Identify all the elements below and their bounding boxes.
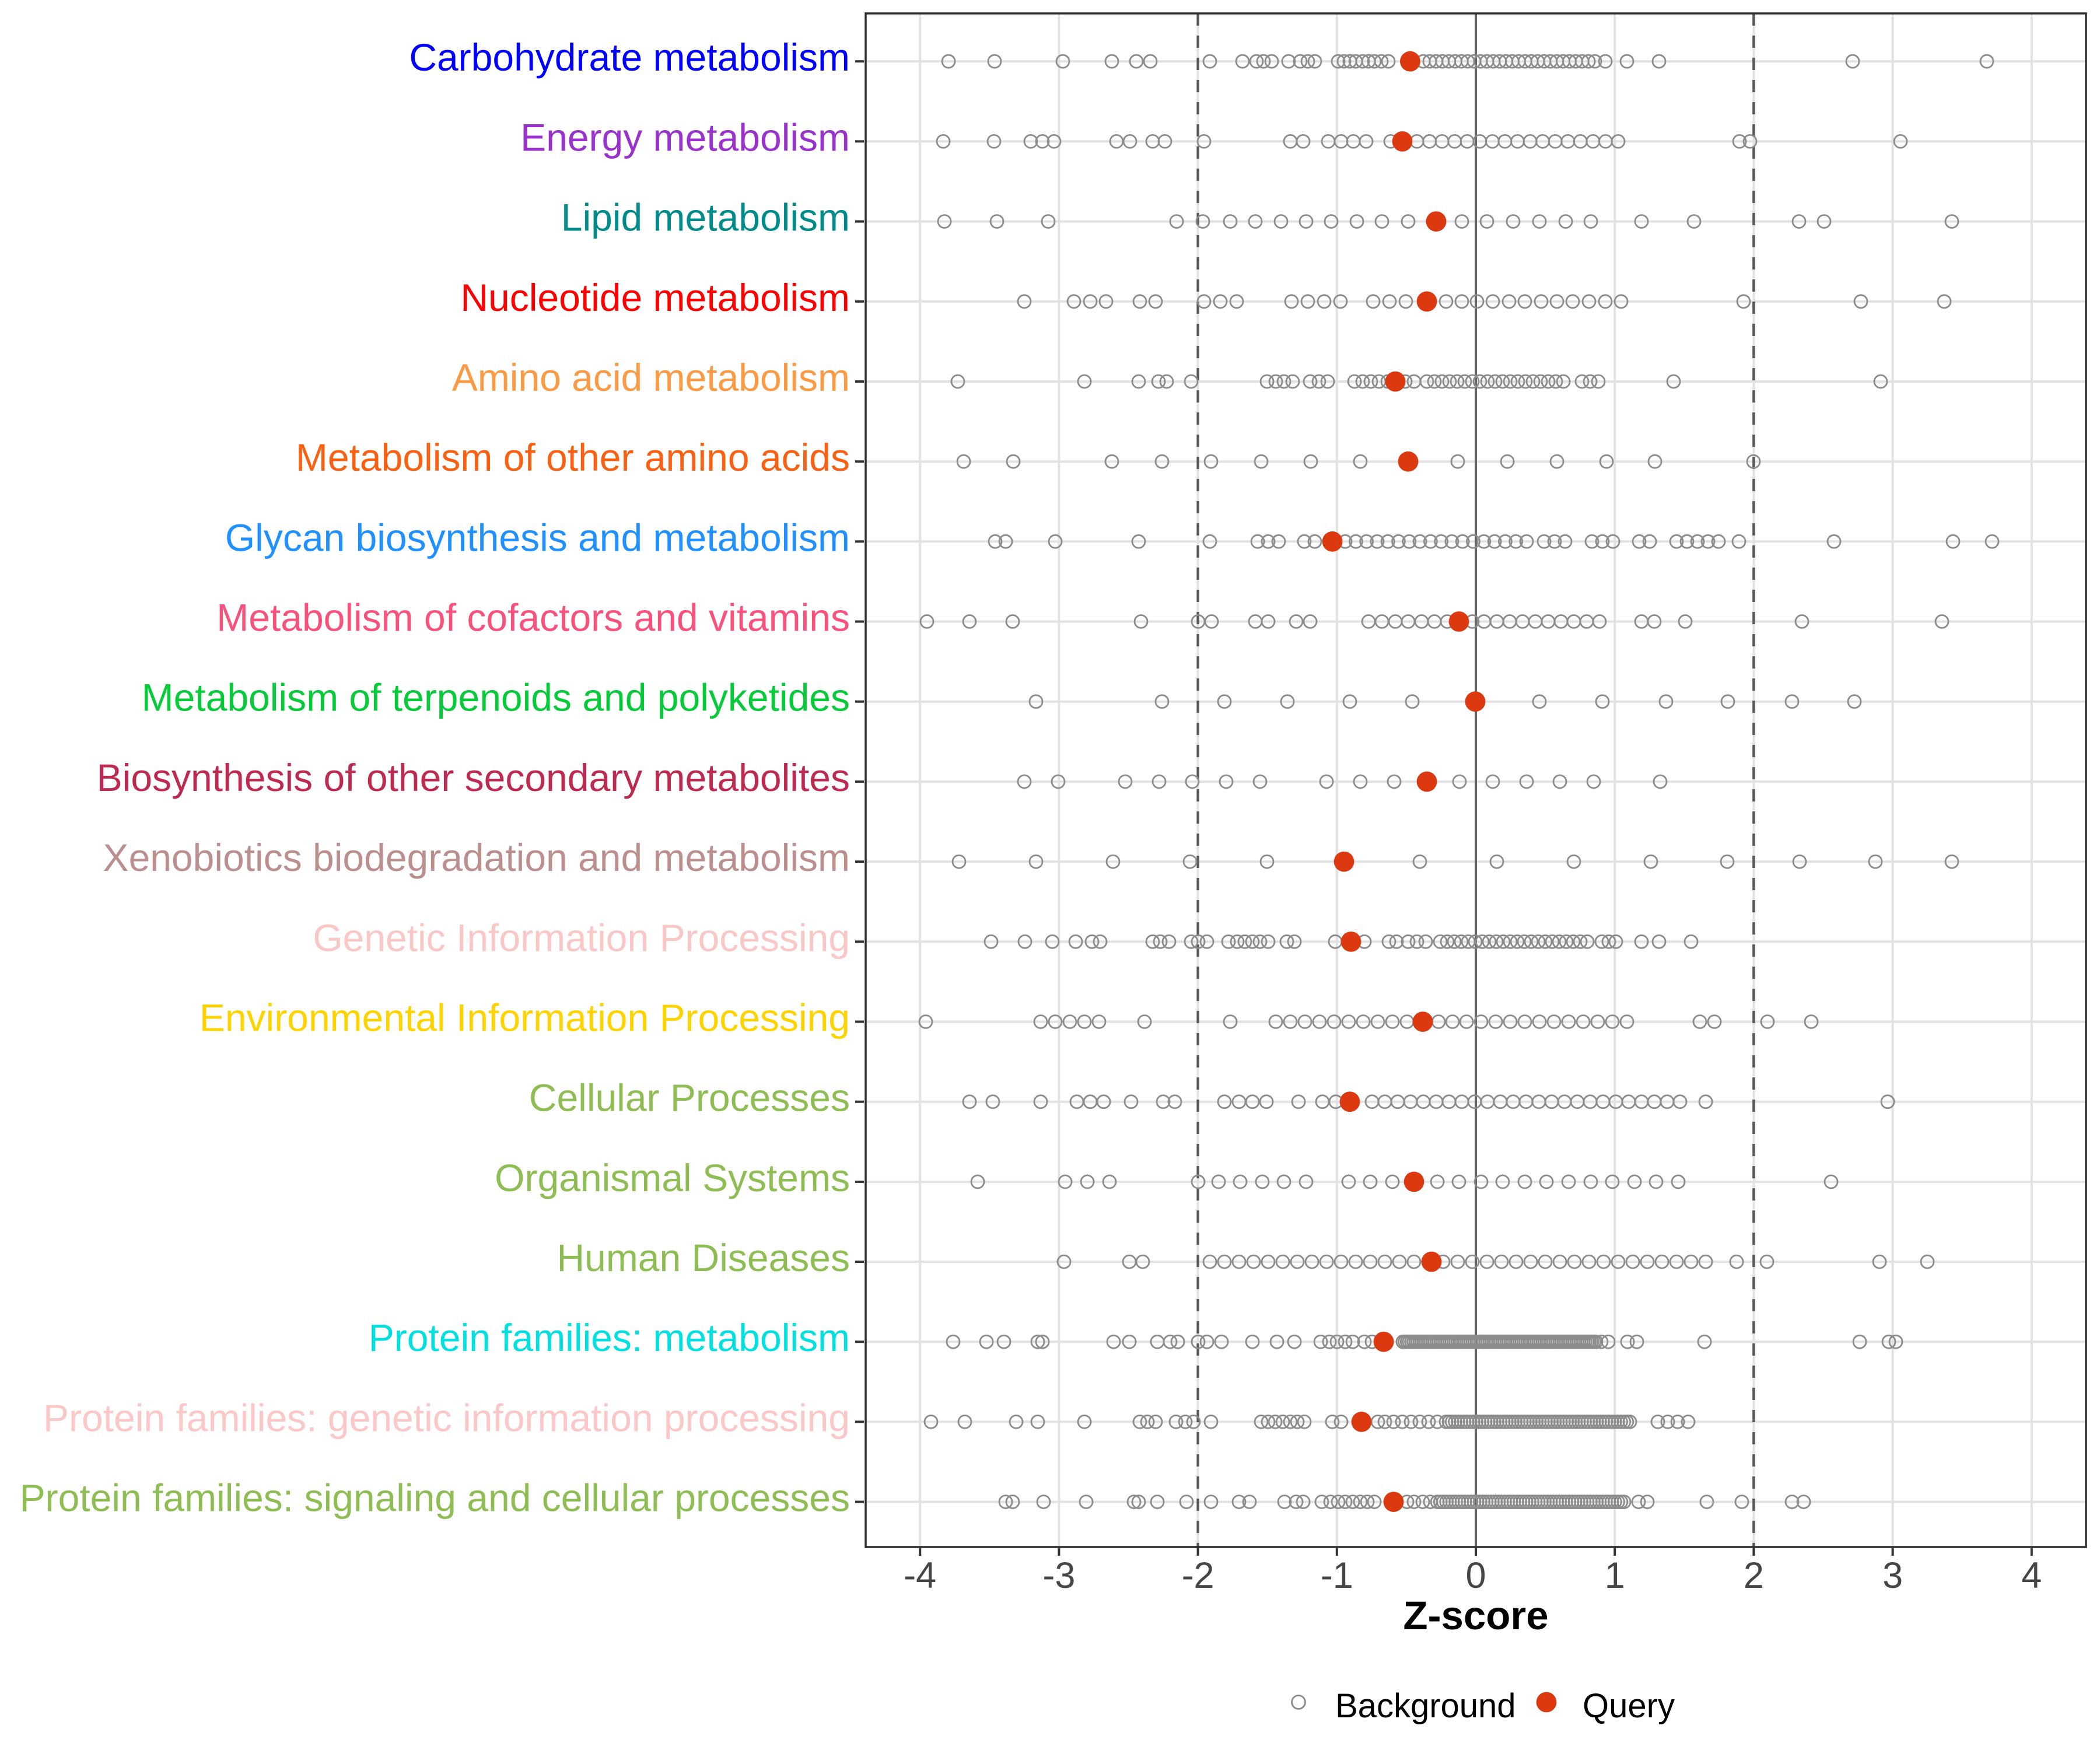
svg-text:Metabolism of terpenoids and p: Metabolism of terpenoids and polyketides	[142, 676, 850, 719]
svg-text:Lipid metabolism: Lipid metabolism	[561, 196, 850, 239]
svg-text:Metabolism of other amino acid: Metabolism of other amino acids	[296, 436, 850, 479]
svg-text:Background: Background	[1335, 1687, 1516, 1725]
svg-text:Metabolism of cofactors and vi: Metabolism of cofactors and vitamins	[216, 596, 850, 639]
svg-text:2: 2	[1744, 1555, 1764, 1596]
svg-text:Glycan biosynthesis and metabo: Glycan biosynthesis and metabolism	[225, 516, 850, 559]
svg-text:Carbohydrate metabolism: Carbohydrate metabolism	[409, 36, 850, 79]
svg-text:Z-score: Z-score	[1403, 1593, 1548, 1638]
svg-text:Human Diseases: Human Diseases	[556, 1236, 850, 1279]
svg-text:Energy metabolism: Energy metabolism	[520, 116, 850, 159]
svg-text:1: 1	[1605, 1555, 1625, 1596]
svg-text:4: 4	[2021, 1555, 2042, 1596]
svg-text:Genetic Information Processing: Genetic Information Processing	[313, 916, 850, 959]
svg-text:Protein families: signaling an: Protein families: signaling and cellular…	[20, 1476, 850, 1520]
svg-text:-2: -2	[1182, 1555, 1214, 1596]
svg-text:Nucleotide metabolism: Nucleotide metabolism	[460, 276, 850, 319]
svg-text:Protein families: metabolism: Protein families: metabolism	[369, 1316, 850, 1359]
svg-text:Cellular Processes: Cellular Processes	[529, 1076, 850, 1119]
svg-text:Organismal Systems: Organismal Systems	[495, 1156, 850, 1199]
svg-text:Amino acid metabolism: Amino acid metabolism	[452, 356, 850, 399]
svg-text:Xenobiotics biodegradation and: Xenobiotics biodegradation and metabolis…	[103, 836, 850, 879]
svg-text:-3: -3	[1042, 1555, 1075, 1596]
svg-text:0: 0	[1465, 1555, 1486, 1596]
svg-text:-1: -1	[1321, 1555, 1353, 1596]
svg-text:-4: -4	[904, 1555, 936, 1596]
svg-text:Query: Query	[1583, 1687, 1675, 1725]
svg-text:Environmental Information Proc: Environmental Information Processing	[200, 996, 850, 1040]
svg-text:Protein families: genetic info: Protein families: genetic information pr…	[43, 1396, 850, 1439]
svg-text:Biosynthesis of other secondar: Biosynthesis of other secondary metaboli…	[97, 756, 850, 799]
svg-text:3: 3	[1882, 1555, 1903, 1596]
